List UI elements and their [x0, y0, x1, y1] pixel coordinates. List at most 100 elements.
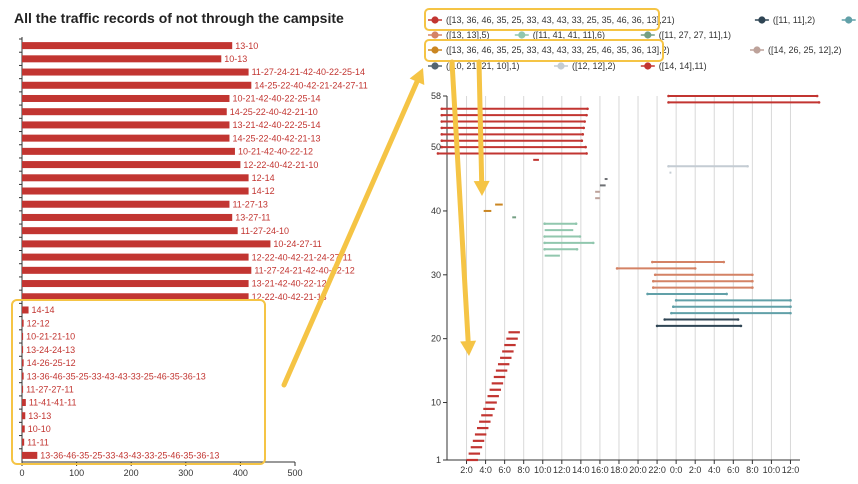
bar: [22, 266, 252, 274]
bar: [22, 68, 249, 76]
bar: [22, 319, 24, 327]
timeline-segment-start: [436, 152, 440, 155]
legend-marker: [644, 62, 652, 70]
timeline-x-tick-label: 8:0: [517, 465, 530, 475]
timeline-x-tick-label: 0:0: [670, 465, 683, 475]
timeline-segment-end: [581, 133, 585, 136]
bar-label: 11-27-24-21-42-40-22-25-14: [252, 67, 365, 77]
legend-marker: [644, 31, 652, 39]
bar: [22, 55, 222, 63]
legend-label: ([10, 21, 21, 10],1): [446, 61, 520, 71]
timeline-segment-start: [543, 247, 546, 251]
bar-x-tick-label: 0: [19, 468, 24, 478]
bar: [22, 121, 230, 129]
legend-label: ([11, 27, 27, 11],1): [659, 30, 731, 40]
bar: [22, 438, 25, 446]
bar-x-tick-label: 300: [178, 468, 193, 478]
timeline-segment-end: [751, 286, 754, 289]
bar-x-tick-label: 400: [233, 468, 248, 478]
bar-label: 12-22-40-42-21-10: [243, 160, 318, 170]
timeline-segment-end: [580, 139, 584, 143]
bar: [22, 425, 25, 433]
timeline-segment-start: [543, 241, 546, 245]
timeline-x-tick-label: 10:0: [534, 465, 552, 475]
chart-title: All the traffic records of not through t…: [14, 10, 344, 26]
timeline-segment-end: [578, 235, 582, 238]
bar: [22, 293, 249, 301]
bar: [22, 306, 29, 314]
bar-label: 14-25-22-40-42-21-13: [232, 133, 320, 143]
timeline-x-tick-label: 22:0: [648, 465, 666, 475]
timeline-segment-start: [667, 164, 670, 168]
bar: [22, 451, 38, 459]
bar: [22, 280, 249, 288]
legend-label: ([13, 36, 46, 35, 25, 33, 43, 43, 33, 25…: [446, 15, 675, 25]
bar-label: 12-14: [252, 173, 275, 183]
legend-marker: [753, 46, 761, 54]
bar: [22, 187, 249, 195]
timeline-segment-end: [585, 113, 588, 117]
bar: [22, 332, 24, 340]
timeline-segment-end: [586, 107, 589, 111]
legend-label: ([14, 26, 25, 12],2): [768, 45, 842, 55]
timeline-y-tick-label: 1: [436, 455, 441, 465]
bar: [22, 253, 249, 261]
bar-label: 11-27-13: [232, 199, 267, 209]
timeline-x-tick-label: 20:0: [629, 465, 647, 475]
timeline-segment-end: [693, 267, 697, 270]
bar-label: 14-25-22-40-42-21-24-27-11: [254, 80, 367, 90]
timeline-segment-end: [591, 241, 595, 245]
timeline-segment-start: [651, 279, 655, 283]
timeline-x-tick-label: 16:0: [591, 465, 609, 475]
timeline-segment-start: [615, 267, 619, 270]
bar-label: 13-24-24-13: [26, 345, 75, 355]
timeline-segment-end: [582, 126, 586, 130]
bar-label: 13-21-42-40-22-12: [252, 279, 327, 289]
timeline-segment-end: [722, 260, 726, 264]
timeline-segment-start: [651, 286, 655, 289]
bar: [22, 174, 249, 182]
timeline-segment-start: [671, 305, 675, 309]
timeline-segment-end: [739, 324, 743, 328]
bar-label: 14-25-22-40-42-21-10: [230, 107, 318, 117]
timeline-x-tick-label: 10:0: [763, 465, 781, 475]
bar-x-tick-label: 100: [69, 468, 84, 478]
timeline-segment-start: [653, 273, 657, 277]
bar: [22, 346, 24, 354]
timeline-segment-end: [751, 279, 754, 283]
legend-highlight-box: [424, 8, 660, 31]
timeline-x-tick-label: 6:0: [727, 465, 740, 475]
legend-marker: [431, 46, 439, 54]
legend-marker: [431, 62, 439, 70]
bar-label: 10-10: [28, 424, 51, 434]
bar-label: 10-21-42-40-22-12: [238, 147, 313, 157]
timeline-segment-start: [670, 311, 673, 315]
bar: [22, 161, 241, 169]
timeline-segment-start: [440, 126, 444, 130]
legend-marker: [518, 31, 526, 39]
bar: [22, 200, 230, 208]
timeline-segment-end: [815, 94, 819, 98]
bar-x-tick-label: 200: [124, 468, 139, 478]
bar-label: 11-27-27-11: [26, 384, 74, 394]
legend-label: ([14, 14],11): [659, 61, 707, 71]
bar: [22, 372, 24, 380]
bar-label: 14-26-25-12: [27, 358, 76, 368]
timeline-y-tick-label: 58: [431, 91, 441, 101]
timeline-segment-end: [574, 222, 578, 226]
bar-label: 13-10: [235, 41, 258, 51]
legend-marker: [557, 62, 565, 70]
legend-highlight-box: [424, 39, 664, 62]
timeline-x-tick-label: 12:0: [782, 465, 800, 475]
timeline-segment-end: [725, 292, 728, 296]
bar-label: 14-12: [252, 186, 275, 196]
timeline-y-tick-label: 20: [431, 334, 441, 344]
bar-label: 11-41-41-11: [29, 398, 77, 408]
legend-label: ([11, 11],2): [773, 15, 815, 25]
bar-label: 11-27-24-21-42-40-22-12: [254, 266, 354, 276]
bar-label: 12-12: [27, 318, 50, 328]
timeline-x-tick-label: 14:0: [572, 465, 590, 475]
bar: [22, 412, 26, 420]
timeline-segment-end: [583, 120, 586, 123]
annotation-arrow-lower-head: [460, 340, 477, 356]
